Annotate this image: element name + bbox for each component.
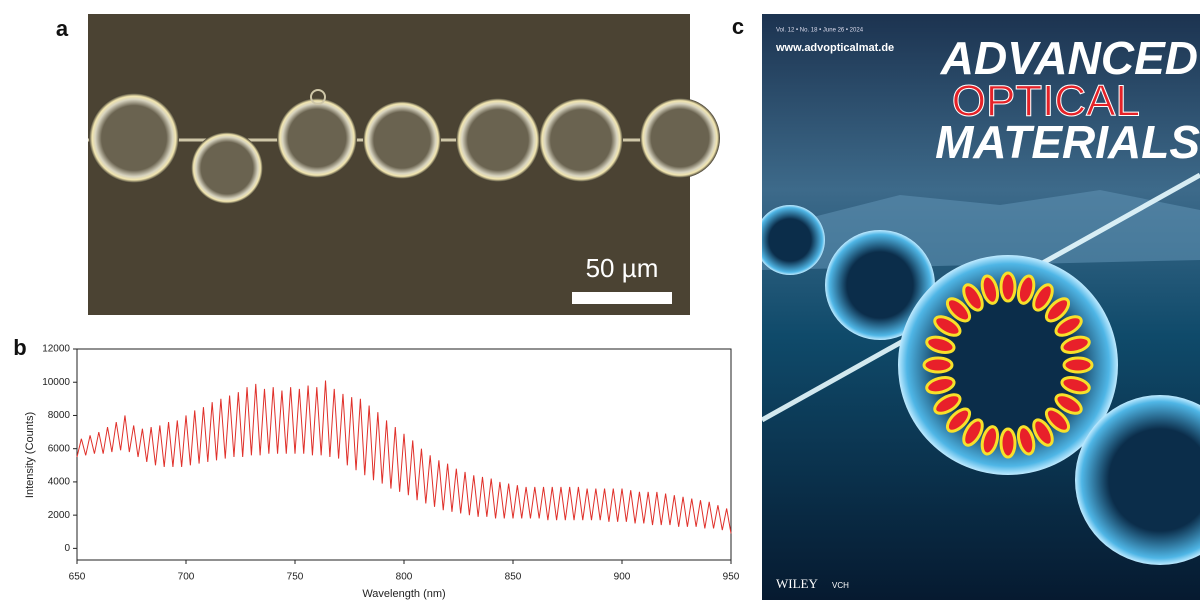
mode-lobe	[1001, 273, 1015, 301]
volume-line: Vol. 12 • No. 18 • June 26 • 2024	[776, 28, 864, 34]
y-tick-label: 2000	[48, 510, 71, 521]
journal-url: www.advopticalmat.de	[775, 42, 894, 54]
x-tick-label: 650	[69, 572, 86, 583]
x-tick-label: 950	[723, 572, 740, 583]
chart: 0 2000 4000 6000 8000 10000 12000 650 700 750 800 8…	[42, 344, 740, 583]
y-tick-label: 12000	[42, 344, 70, 355]
publisher: WILEY	[776, 576, 818, 591]
spectrum-line	[77, 381, 731, 534]
plot-frame	[77, 349, 731, 560]
scale-bar	[572, 292, 672, 304]
x-tick-label: 700	[178, 572, 195, 583]
y-tick-label: 6000	[48, 443, 71, 454]
figure: a 50 µm b Intensity (Counts) Wavelength …	[0, 0, 1200, 600]
mode-lobe	[1064, 358, 1092, 372]
journal-cover: Vol. 12 • No. 18 • June 26 • 2024 www.ad…	[755, 14, 1200, 600]
x-tick-label: 900	[614, 572, 631, 583]
panel-label: c	[732, 14, 744, 39]
publisher-suffix: VCH	[832, 581, 849, 590]
y-tick-label: 4000	[48, 477, 71, 488]
mode-lobe	[924, 358, 952, 372]
y-axis-label: Intensity (Counts)	[24, 412, 36, 498]
mode-lobe	[1001, 429, 1015, 457]
y-tick-label: 10000	[42, 377, 70, 388]
scale-bar-label: 50 µm	[586, 253, 659, 283]
x-tick-label: 850	[505, 572, 522, 583]
x-tick-label: 750	[287, 572, 304, 583]
y-tick-label: 0	[64, 543, 70, 554]
x-tick-label: 800	[396, 572, 413, 583]
journal-title: MATERIALS	[935, 116, 1200, 168]
panel-label: a	[56, 16, 69, 41]
x-axis-label: Wavelength (nm)	[362, 588, 445, 600]
y-tick-label: 8000	[48, 410, 71, 421]
panel-label: b	[13, 335, 26, 360]
